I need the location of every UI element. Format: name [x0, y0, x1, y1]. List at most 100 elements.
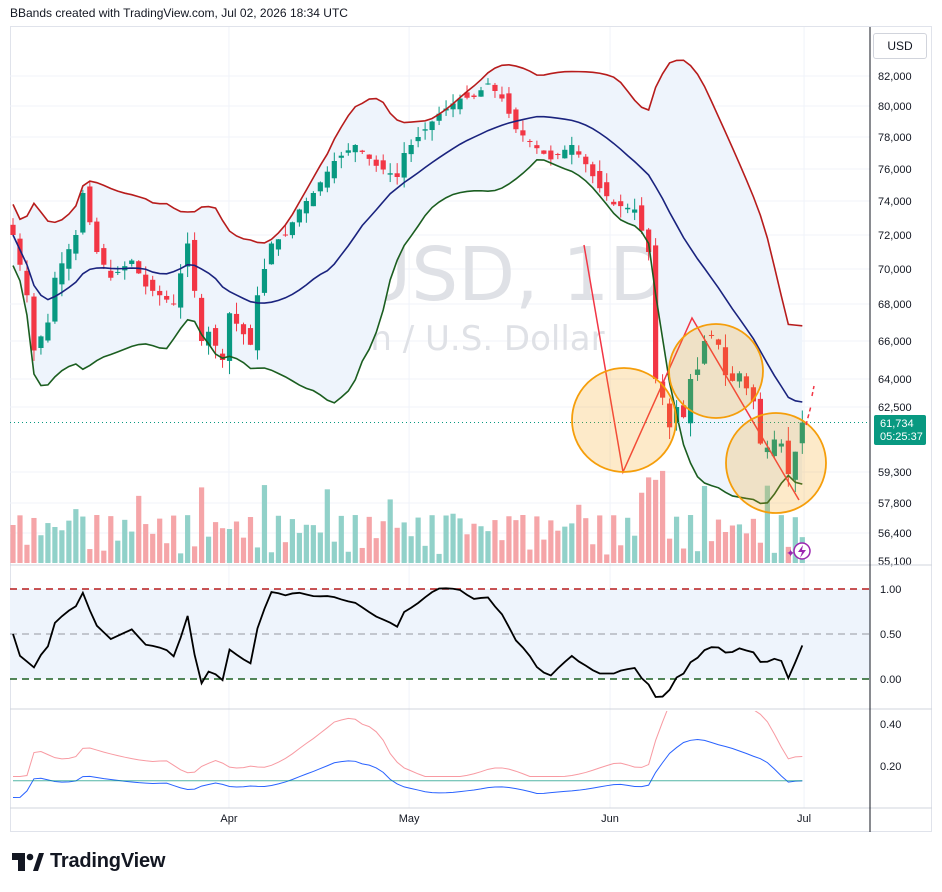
candle-body [590, 164, 596, 177]
lower-band-line [12, 159, 803, 505]
candle-body [660, 381, 666, 398]
candle-body [666, 403, 673, 428]
volume-bar [359, 547, 365, 563]
volume-bar [639, 492, 645, 563]
time-axis-label: Apr [220, 813, 237, 825]
bollinger-band-fill [13, 60, 803, 504]
candle-body [45, 322, 51, 341]
volume-bar [261, 485, 268, 563]
candle-body [736, 373, 743, 382]
volume-bar [464, 534, 470, 563]
volume-bar [31, 517, 37, 563]
candle-body [66, 249, 72, 269]
volume-bar [52, 527, 58, 563]
candle-body [457, 98, 463, 110]
candle-body [331, 161, 337, 179]
candle-body [499, 94, 505, 99]
volume-bar [625, 517, 631, 563]
price-axis-label: 62,500 [878, 402, 912, 414]
candle-body [401, 153, 407, 178]
projection-drawing [805, 385, 815, 426]
volume-bar [646, 477, 652, 563]
volume-bar [736, 524, 743, 563]
volume-bar [268, 552, 275, 563]
volume-bar [171, 515, 177, 563]
candle-body [310, 193, 316, 207]
volume-bar [792, 517, 798, 563]
volume-bar [743, 533, 750, 563]
candle-body [324, 171, 330, 188]
volume-bar [324, 489, 330, 563]
volume-bar [317, 532, 323, 563]
candle-body [359, 150, 365, 152]
volume-bar [254, 547, 261, 563]
last-price-value: 61,734 [880, 418, 914, 430]
volume-bar [729, 525, 736, 563]
volume-bar [527, 549, 533, 563]
volume-bar [443, 515, 449, 563]
price-axis-label: 76,000 [878, 164, 912, 176]
highlight-circle [571, 367, 677, 473]
candle-body [129, 260, 135, 264]
candle-body [219, 353, 226, 360]
lightning-icon[interactable]: ✦ [786, 542, 811, 560]
candle-body [157, 290, 163, 296]
candle-body [73, 235, 79, 254]
volume-bar [101, 550, 107, 563]
candle-body [143, 274, 149, 287]
volume-bar [604, 554, 610, 563]
candle-body [548, 150, 554, 160]
candle-body [94, 221, 100, 252]
volume-bar [471, 523, 477, 563]
candle-body [429, 121, 435, 131]
chart-frame[interactable] [10, 26, 932, 832]
candle-body [729, 373, 736, 381]
volume-bar [715, 519, 722, 563]
volume-bar [653, 479, 659, 563]
tradingview-logo-text: TradingView [50, 850, 166, 872]
volume-bar [485, 531, 491, 563]
candle-body [80, 193, 86, 233]
volume-bar [632, 535, 638, 563]
volume-bar [680, 548, 687, 563]
highlight-circle [725, 412, 827, 514]
price-axis-label: 72,000 [878, 230, 912, 242]
volume-bar [38, 535, 44, 563]
candle-body [380, 160, 386, 170]
candle-body [506, 93, 512, 114]
candle-body [338, 155, 344, 158]
bandwidth-axis-label: 0.40 [880, 719, 901, 731]
candle-body [450, 103, 456, 110]
volume-bar [59, 530, 65, 563]
volume-bar [415, 517, 421, 563]
price-axis-label: 80,000 [878, 101, 912, 113]
bandwidth-line [12, 738, 803, 798]
currency-button[interactable]: USD [873, 33, 927, 59]
upper-band-line [12, 59, 803, 327]
candle-body [680, 405, 687, 418]
price-axis-label: 55,100 [878, 556, 912, 568]
volume-bar [108, 516, 114, 563]
volume-bar [541, 539, 547, 563]
candle-body [108, 270, 114, 278]
price-axis-label: 57,800 [878, 498, 912, 510]
candle-body [576, 151, 582, 155]
candle-body [38, 336, 44, 348]
candle-body [373, 159, 379, 166]
candle-body [694, 369, 701, 375]
candle-body [646, 229, 652, 252]
time-axis-label: Jun [601, 813, 619, 825]
percent-b-axis-label: 0.00 [880, 674, 901, 686]
candle-body [492, 84, 498, 91]
candle-body [485, 83, 491, 85]
candle-body [611, 201, 617, 205]
candle-body [513, 109, 519, 130]
tradingview-logo[interactable]: TradingView [12, 850, 165, 873]
volume-bar [380, 521, 386, 563]
volume-bar [534, 516, 540, 563]
candle-body [743, 376, 750, 389]
bandwidth-upper-line [13, 711, 803, 777]
candle-body [178, 273, 184, 308]
percent-b-axis-label: 0.50 [880, 629, 901, 641]
